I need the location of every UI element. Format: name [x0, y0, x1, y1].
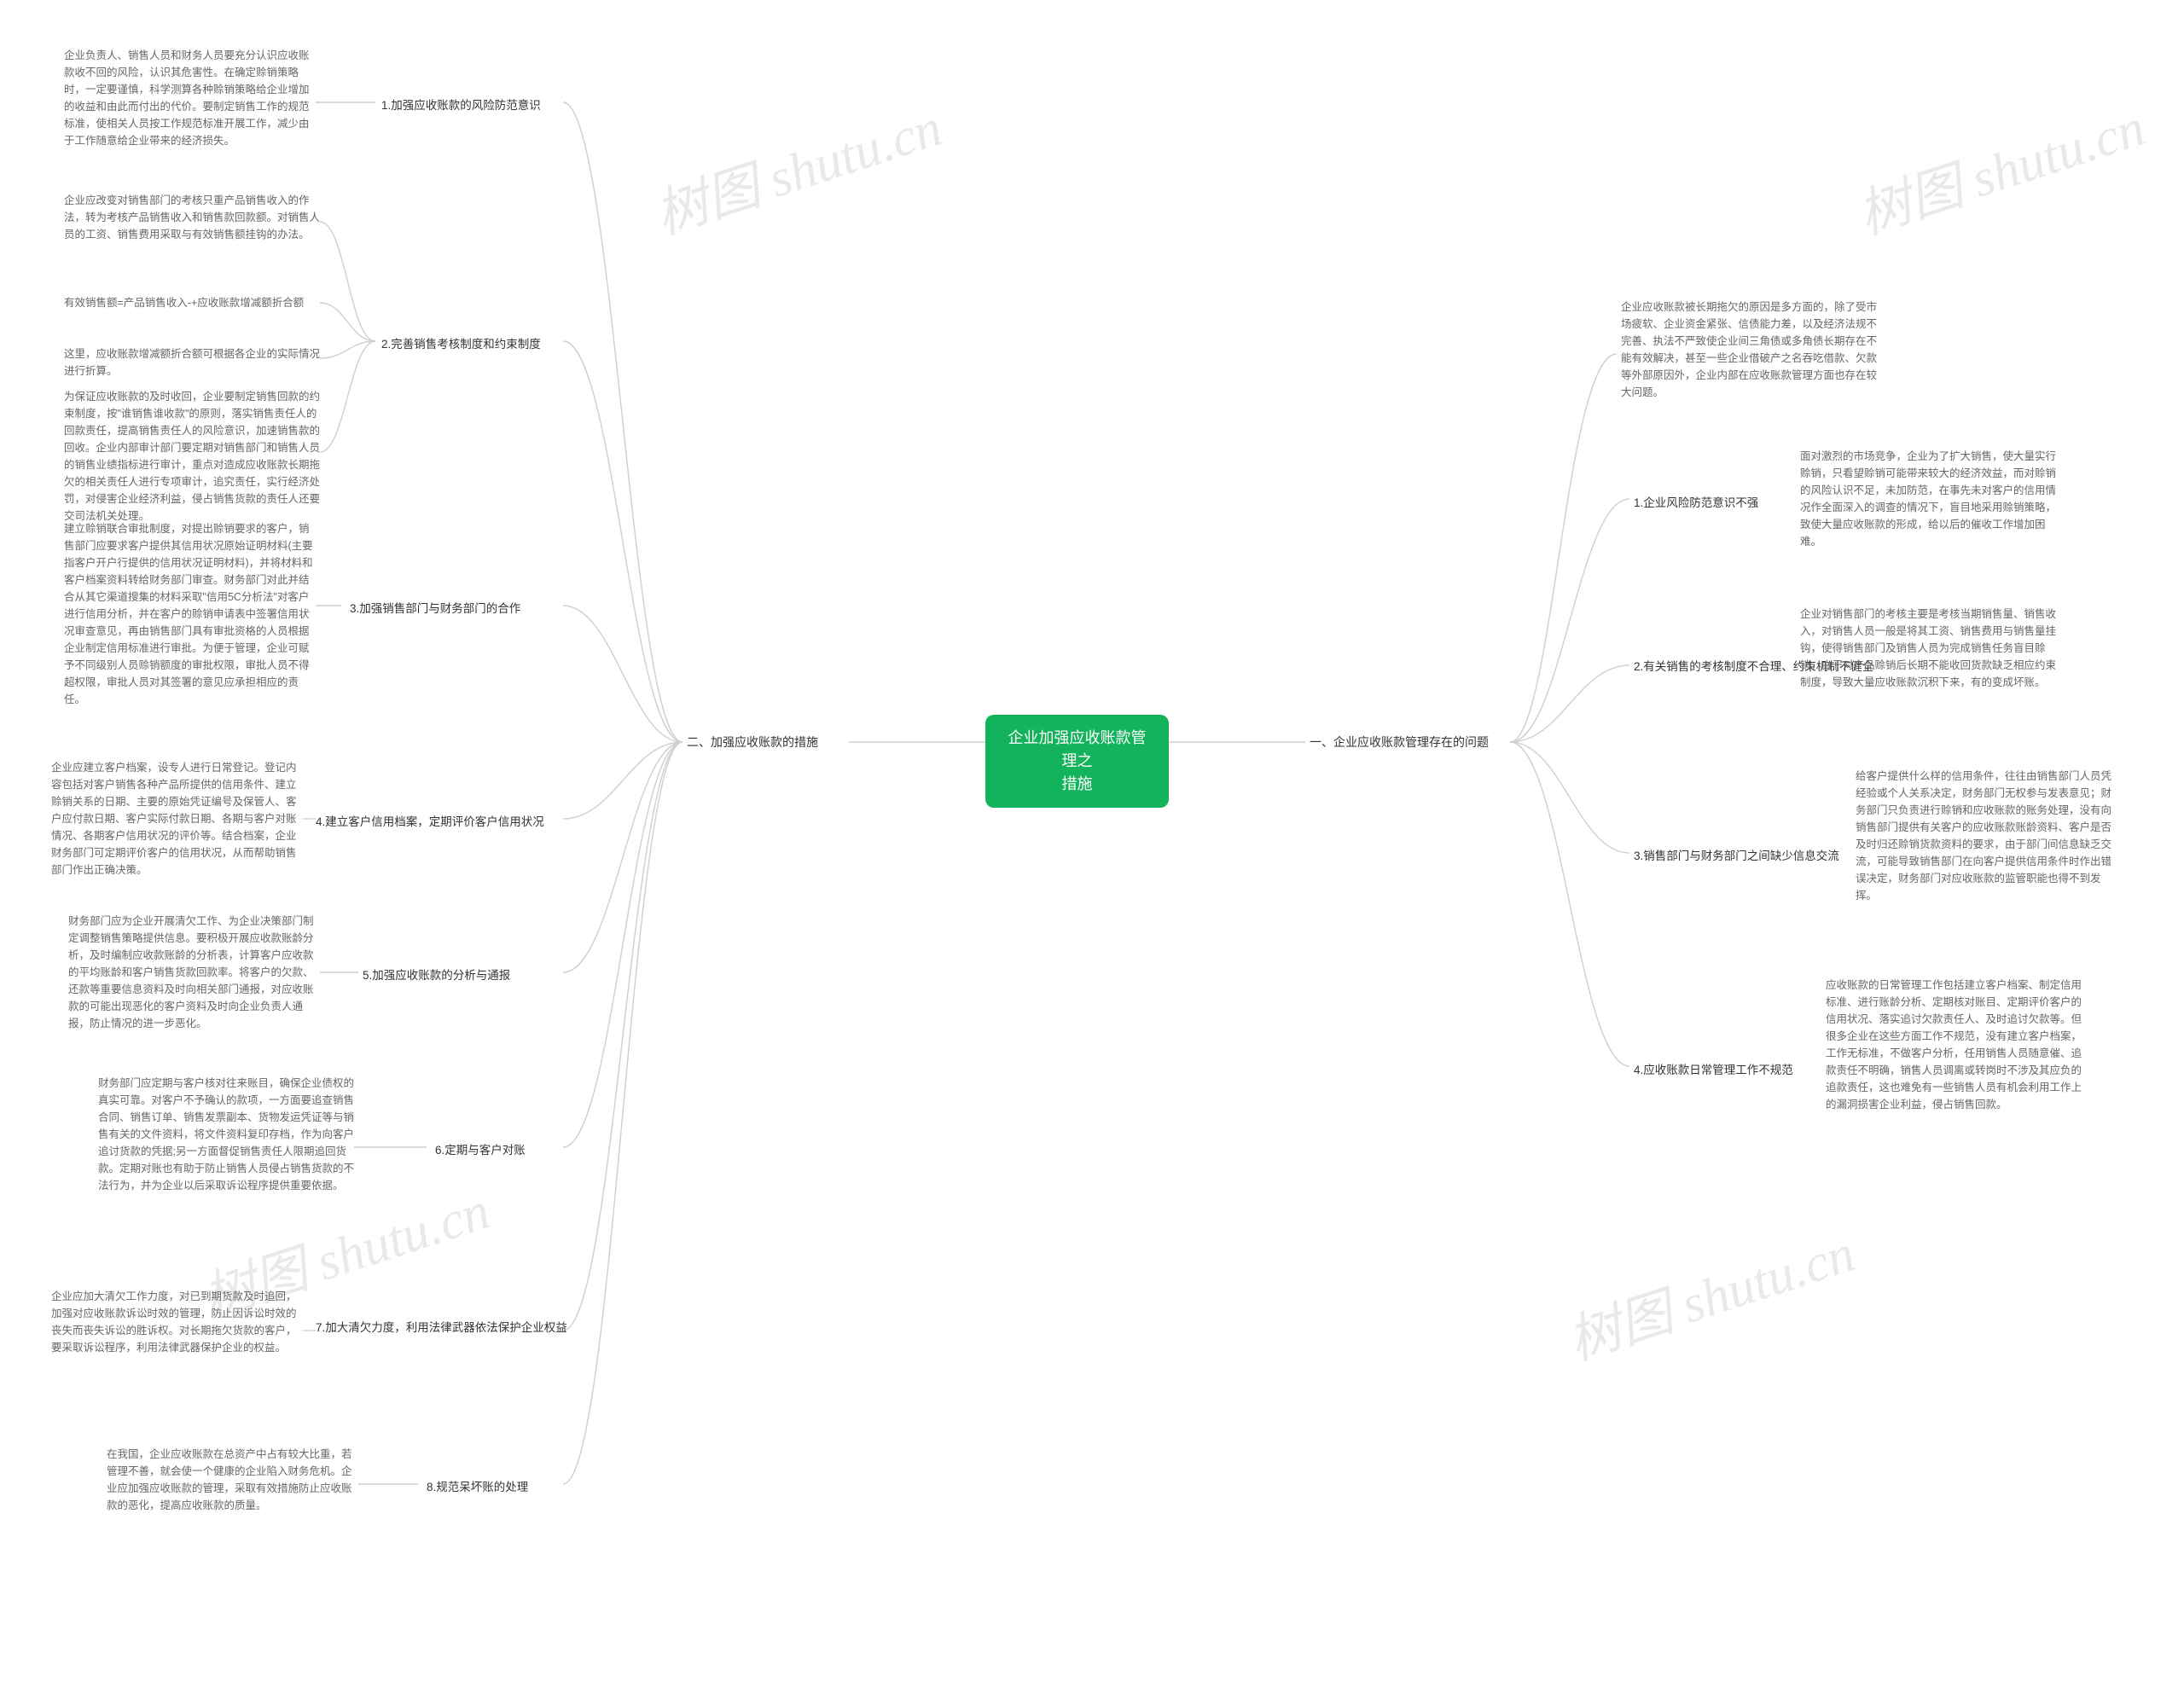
left-item-3-title[interactable]: 3.加强销售部门与财务部门的合作	[350, 599, 520, 616]
watermark: 树图 shutu.cn	[644, 84, 950, 248]
right-intro: 企业应收账款被长期拖欠的原因是多方面的，除了受市场疲软、企业资金紧张、信债能力差…	[1621, 299, 1877, 401]
left-item-5-title[interactable]: 5.加强应收账款的分析与通报	[363, 966, 510, 983]
right-item-1-body: 面对激烈的市场竞争，企业为了扩大销售，使大量实行赊销，只看望赊销可能带来较大的经…	[1800, 448, 2056, 550]
left-item-4-body: 企业应建立客户档案，设专人进行日常登记。登记内容包括对客户销售各种产品所提供的信…	[51, 759, 303, 879]
right-item-4-body: 应收账款的日常管理工作包括建立客户档案、制定信用标准、进行账龄分析、定期核对账目…	[1826, 977, 2082, 1113]
left-item-3-body: 建立赊销联合审批制度，对提出赊销要求的客户，销售部门应要求客户提供其信用状况原始…	[64, 520, 316, 708]
left-item-2-body-d: 为保证应收账款的及时收回，企业要制定销售回款的约束制度，按"谁销售谁收款"的原则…	[64, 388, 320, 525]
left-item-2-title[interactable]: 2.完善销售考核制度和约束制度	[381, 334, 541, 351]
left-branch[interactable]: 二、加强应收账款的措施	[687, 734, 818, 751]
right-branch[interactable]: 一、企业应收账款管理存在的问题	[1310, 734, 1489, 751]
left-item-6-title[interactable]: 6.定期与客户对账	[435, 1140, 526, 1157]
watermark: 树图 shutu.cn	[1557, 1209, 1863, 1374]
left-item-7-title[interactable]: 7.加大清欠力度，利用法律武器依法保护企业权益	[316, 1318, 572, 1335]
left-item-1-title[interactable]: 1.加强应收账款的风险防范意识	[381, 96, 541, 113]
left-item-2-body-a: 企业应改变对销售部门的考核只重产品销售收入的作法，转为考核产品销售收入和销售款回…	[64, 192, 320, 243]
right-item-3-title[interactable]: 3.销售部门与财务部门之间缺少信息交流	[1634, 846, 1839, 863]
left-item-1-body: 企业负责人、销售人员和财务人员要充分认识应收账款收不回的风险，认识其危害性。在确…	[64, 47, 316, 149]
right-item-3-body: 给客户提供什么样的信用条件，往往由销售部门人员凭经验或个人关系决定，财务部门无权…	[1856, 768, 2111, 904]
watermark: 树图 shutu.cn	[1847, 84, 2153, 248]
right-item-4-title[interactable]: 4.应收账款日常管理工作不规范	[1634, 1060, 1793, 1077]
left-item-6-body: 财务部门应定期与客户核对往来账目，确保企业债权的真实可靠。对客户不予确认的款项，…	[98, 1075, 354, 1194]
left-item-8-title[interactable]: 8.规范呆坏账的处理	[427, 1477, 528, 1494]
left-item-2-body-c: 这里，应收账款增减额折合额可根据各企业的实际情况进行折算。	[64, 345, 320, 380]
left-item-5-body: 财务部门应为企业开展清欠工作、为企业决策部门制定调整销售策略提供信息。要积极开展…	[68, 913, 320, 1032]
left-item-2-body-b: 有效销售额=产品销售收入-+应收账款增减额折合额	[64, 294, 320, 311]
left-item-4-title[interactable]: 4.建立客户信用档案，定期评价客户信用状况	[316, 812, 544, 829]
center-line2: 措施	[1062, 775, 1093, 792]
center-line1: 企业加强应收账款管理之	[1008, 729, 1147, 769]
left-item-7-body: 企业应加大清欠工作力度，对已到期货款及时追回，加强对应收账款诉讼时效的管理，防止…	[51, 1288, 303, 1356]
left-item-8-body: 在我国，企业应收账款在总资产中占有较大比重，若管理不善，就会使一个健康的企业陷入…	[107, 1446, 358, 1514]
right-item-2-body: 企业对销售部门的考核主要是考核当期销售量、销售收入，对销售人员一般是将其工资、销…	[1800, 606, 2056, 691]
center-node: 企业加强应收账款管理之 措施	[985, 715, 1169, 808]
right-item-1-title[interactable]: 1.企业风险防范意识不强	[1634, 493, 1758, 510]
